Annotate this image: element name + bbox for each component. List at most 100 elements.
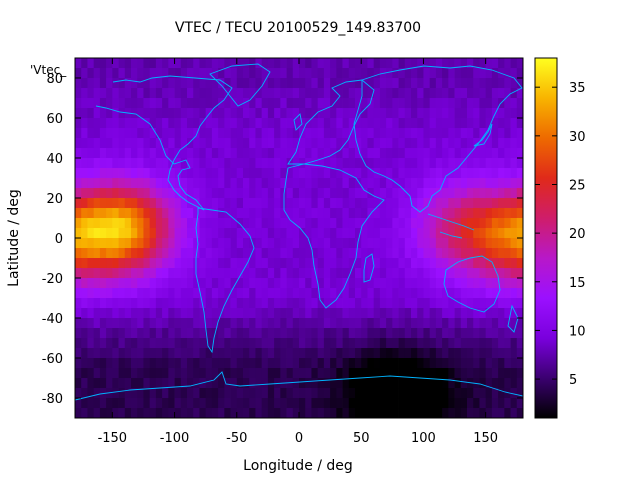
heatmap-cell bbox=[417, 198, 424, 209]
heatmap-cell bbox=[485, 148, 493, 159]
heatmap-cell bbox=[249, 308, 256, 319]
heatmap-cell bbox=[162, 78, 169, 89]
heatmap-cell bbox=[448, 198, 455, 209]
heatmap-cell bbox=[330, 278, 337, 289]
heatmap-cell bbox=[267, 178, 275, 189]
heatmap-cell bbox=[317, 408, 325, 418]
heatmap-cell bbox=[330, 178, 337, 189]
heatmap-cell bbox=[124, 88, 132, 99]
heatmap-cell bbox=[305, 298, 312, 309]
heatmap-cell bbox=[435, 148, 443, 159]
heatmap-cell bbox=[75, 228, 82, 239]
heatmap-cell bbox=[454, 98, 462, 109]
heatmap-cell bbox=[199, 58, 207, 69]
heatmap-cell bbox=[417, 388, 424, 399]
x-tick-label: 100 bbox=[411, 431, 436, 446]
heatmap-cell bbox=[404, 78, 412, 89]
coastline-north-america bbox=[95, 75, 233, 211]
heatmap-cell bbox=[112, 258, 119, 269]
heatmap-cell bbox=[162, 258, 169, 269]
heatmap-cell bbox=[423, 398, 431, 409]
heatmap-cell bbox=[411, 278, 418, 289]
heatmap-cell bbox=[249, 258, 256, 269]
heatmap-cell bbox=[261, 318, 269, 329]
heatmap-cell bbox=[435, 68, 443, 79]
heatmap-cell bbox=[93, 178, 101, 189]
heatmap-cell bbox=[429, 218, 437, 229]
heatmap-cell bbox=[473, 168, 480, 179]
heatmap-cell bbox=[348, 198, 356, 209]
heatmap-cell bbox=[510, 68, 518, 79]
heatmap-cell bbox=[355, 168, 362, 179]
heatmap-cell bbox=[336, 398, 343, 409]
heatmap-cell bbox=[187, 278, 194, 289]
heatmap-cell bbox=[149, 218, 157, 229]
heatmap-cell bbox=[280, 58, 287, 69]
heatmap-cell bbox=[504, 298, 511, 309]
heatmap-cell bbox=[305, 358, 312, 369]
heatmap-cell bbox=[106, 248, 113, 259]
heatmap-cell bbox=[361, 128, 368, 139]
heatmap-cell bbox=[93, 248, 101, 259]
heatmap-cell bbox=[230, 288, 238, 299]
heatmap-cell bbox=[180, 68, 188, 79]
heatmap-cell bbox=[342, 258, 350, 269]
heatmap-cell bbox=[379, 238, 387, 249]
heatmap-cell bbox=[299, 168, 306, 179]
heatmap-cell bbox=[168, 248, 175, 259]
heatmap-cell bbox=[504, 338, 511, 349]
heatmap-cell bbox=[367, 98, 375, 109]
heatmap-cell bbox=[386, 118, 393, 129]
heatmap-cell bbox=[267, 328, 275, 339]
heatmap-cell bbox=[193, 298, 200, 309]
heatmap-cell bbox=[187, 158, 194, 169]
heatmap-cell bbox=[510, 108, 518, 119]
heatmap-cell bbox=[249, 58, 256, 69]
heatmap-cell bbox=[218, 348, 225, 359]
heatmap-cell bbox=[174, 378, 182, 389]
heatmap-cell bbox=[168, 308, 175, 319]
heatmap-cell bbox=[498, 148, 505, 159]
heatmap-cell bbox=[336, 178, 343, 189]
heatmap-cell bbox=[174, 368, 182, 379]
heatmap-cell bbox=[199, 268, 207, 279]
heatmap-cell bbox=[404, 238, 412, 249]
heatmap-cell bbox=[274, 98, 281, 109]
heatmap-cell bbox=[342, 208, 350, 219]
heatmap-cell bbox=[473, 88, 480, 99]
heatmap-cell bbox=[267, 308, 275, 319]
heatmap-cell bbox=[87, 358, 95, 369]
heatmap-cell bbox=[131, 158, 138, 169]
heatmap-cell bbox=[218, 188, 225, 199]
heatmap-cell bbox=[442, 218, 449, 229]
heatmap-cell bbox=[274, 248, 281, 259]
heatmap-cell bbox=[155, 278, 163, 289]
heatmap-cell bbox=[249, 178, 256, 189]
heatmap-cell bbox=[498, 118, 505, 129]
heatmap-cell bbox=[93, 388, 101, 399]
heatmap-cell bbox=[504, 128, 511, 139]
heatmap-cell bbox=[386, 358, 393, 369]
heatmap-cell bbox=[361, 208, 368, 219]
colorbar-tick-label: 30 bbox=[569, 130, 586, 145]
heatmap-cell bbox=[485, 258, 493, 269]
heatmap-cell bbox=[249, 138, 256, 149]
heatmap-cell bbox=[404, 98, 412, 109]
heatmap-cell bbox=[286, 158, 294, 169]
heatmap-cell bbox=[460, 148, 468, 159]
heatmap-cell bbox=[516, 388, 523, 399]
heatmap-cell bbox=[460, 378, 468, 389]
heatmap-cell bbox=[417, 78, 424, 89]
heatmap-cell bbox=[137, 178, 144, 189]
heatmap-cell bbox=[305, 338, 312, 349]
heatmap-cell bbox=[348, 318, 356, 329]
heatmap-cell bbox=[299, 308, 306, 319]
heatmap-cell bbox=[112, 138, 119, 149]
heatmap-cell bbox=[87, 78, 95, 89]
heatmap-cell bbox=[106, 168, 113, 179]
heatmap-cell bbox=[137, 118, 144, 129]
heatmap-cell bbox=[311, 88, 319, 99]
heatmap-cell bbox=[504, 348, 511, 359]
heatmap-cell bbox=[448, 208, 455, 219]
heatmap-cell bbox=[168, 208, 175, 219]
